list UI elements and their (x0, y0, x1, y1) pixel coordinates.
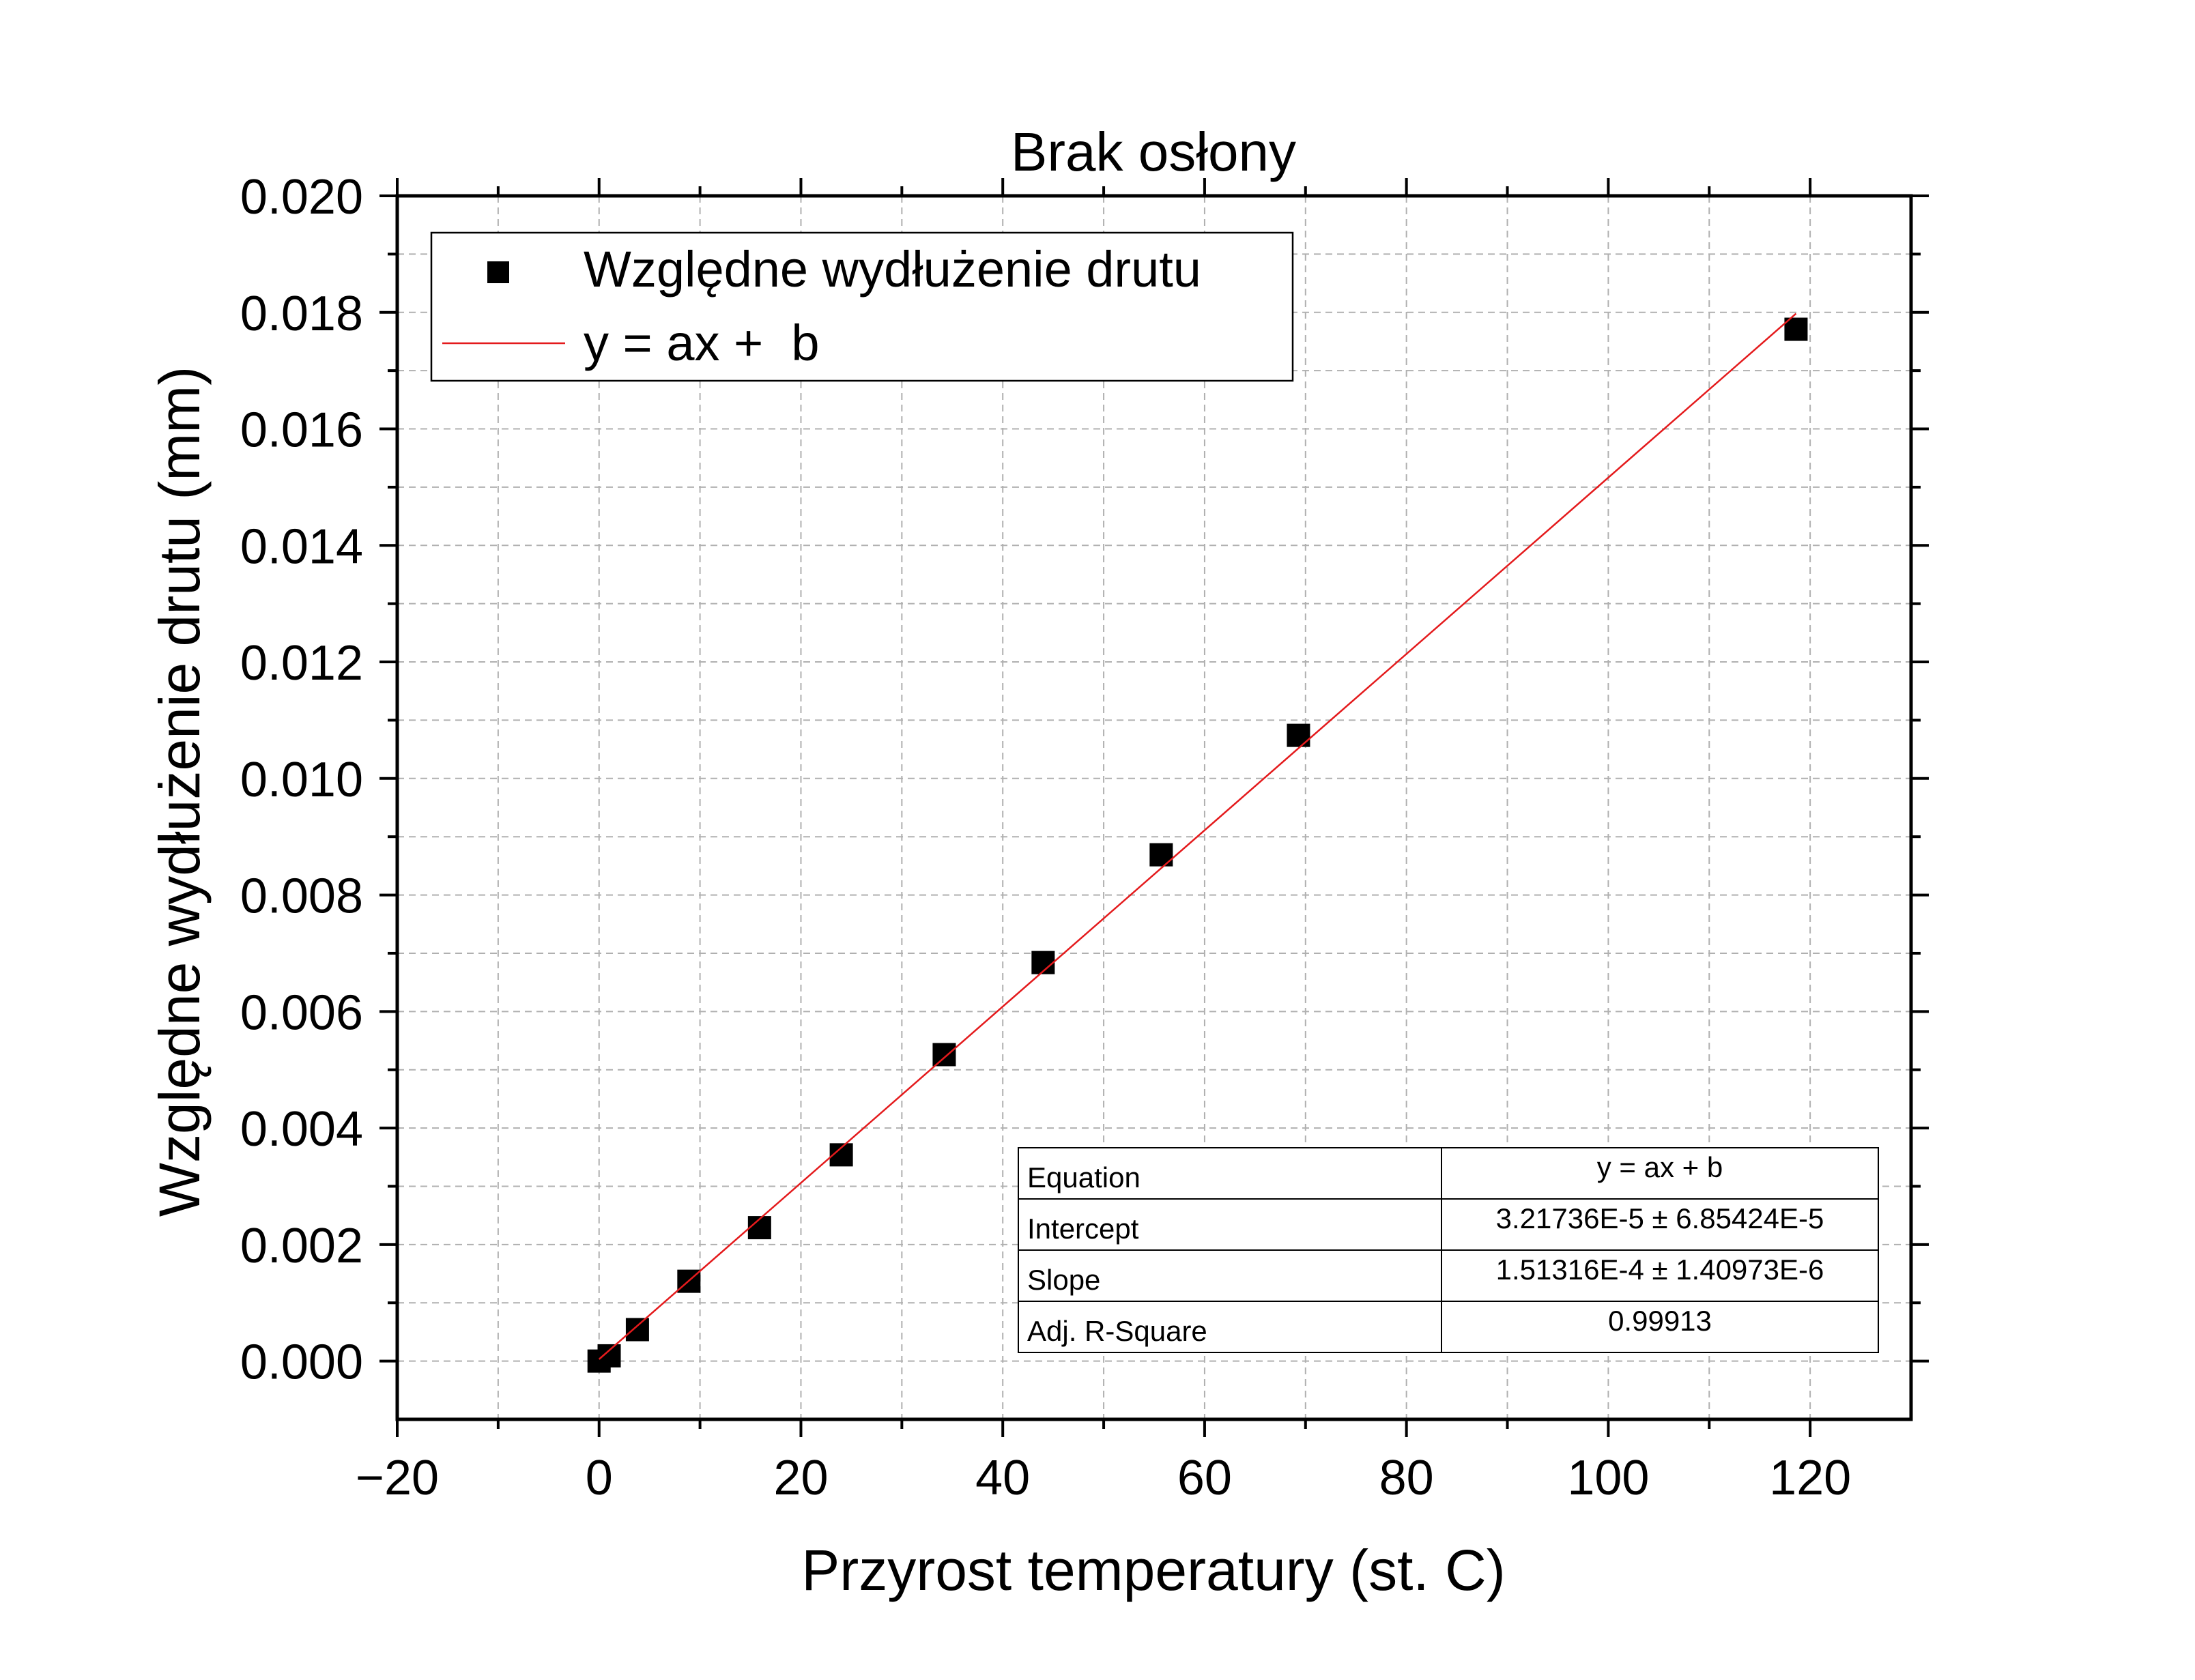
data-point (1784, 317, 1808, 341)
table-cell-value: 3.21736E-5 ± 6.85424E-5 (1441, 1198, 1879, 1251)
table-cell-label: Adj. R-Square (1018, 1301, 1442, 1353)
y-tick-label: 0.008 (240, 869, 363, 924)
legend-frame (430, 231, 1294, 382)
x-axis-label: Przyrost temperatury (st. C) (801, 1538, 1506, 1602)
table-cell-value: 0.99913 (1441, 1301, 1879, 1353)
x-tick-labels: −20 0 20 40 60 80 100 120 (356, 1451, 1851, 1505)
table-row: Intercept 3.21736E-5 ± 6.85424E-5 (1018, 1198, 1879, 1251)
plot-frame (395, 194, 1913, 1421)
y-tick-label: 0.004 (240, 1102, 363, 1157)
y-tick-label: 0.006 (240, 985, 363, 1040)
table-cell-value: y = ax + b (1441, 1147, 1879, 1200)
table-row: Adj. R-Square 0.99913 (1018, 1301, 1879, 1353)
x-tick-label: 0 (586, 1451, 613, 1505)
y-axis-label: Względne wydłużenie drutu (mm) (147, 366, 212, 1217)
table-cell-label: Equation (1018, 1147, 1442, 1200)
axis-ticks (379, 178, 1929, 1437)
chart-title: Brak osłony (1011, 121, 1296, 182)
y-tick-label: 0.016 (240, 403, 363, 458)
x-tick-label: 20 (773, 1451, 828, 1505)
y-tick-label: 0.000 (240, 1335, 363, 1390)
x-tick-label: 80 (1379, 1451, 1434, 1505)
data-point (1149, 843, 1173, 867)
y-tick-labels: 0.000 0.002 0.004 0.006 0.008 0.010 0.012 0.014… (240, 170, 363, 1390)
data-points (587, 313, 1808, 1373)
fit-statistics-table: Equation y = ax + b Intercept 3.21736E-5… (1018, 1147, 1879, 1353)
x-tick-label: 120 (1769, 1451, 1851, 1505)
y-tick-label: 0.014 (240, 519, 363, 574)
y-tick-label: 0.020 (240, 170, 363, 225)
legend-label-fit: y = ax + b (584, 315, 820, 371)
legend: Względne wydłużenie drutu y = ax + b (430, 231, 1294, 382)
x-tick-label: 60 (1177, 1451, 1232, 1505)
y-tick-label: 0.012 (240, 636, 363, 691)
legend-marker-square (487, 261, 509, 283)
data-point (597, 1344, 621, 1367)
x-tick-label: 100 (1567, 1451, 1649, 1505)
data-point (1287, 723, 1310, 747)
table-cell-label: Intercept (1018, 1198, 1442, 1251)
table-cell-value: 1.51316E-4 ± 1.40973E-6 (1441, 1249, 1879, 1302)
x-tick-label: 40 (975, 1451, 1030, 1505)
y-tick-label: 0.018 (240, 287, 363, 341)
data-point (625, 1318, 649, 1342)
table-row: Slope 1.51316E-4 ± 1.40973E-6 (1018, 1249, 1879, 1302)
y-tick-label: 0.010 (240, 753, 363, 807)
fit-line (598, 313, 1797, 1360)
table-row: Equation y = ax + b (1018, 1147, 1879, 1200)
legend-label-data: Względne wydłużenie drutu (584, 241, 1201, 298)
table-cell-label: Slope (1018, 1249, 1442, 1302)
x-tick-label: −20 (356, 1451, 439, 1505)
data-point (932, 1043, 956, 1067)
y-tick-label: 0.002 (240, 1219, 363, 1273)
